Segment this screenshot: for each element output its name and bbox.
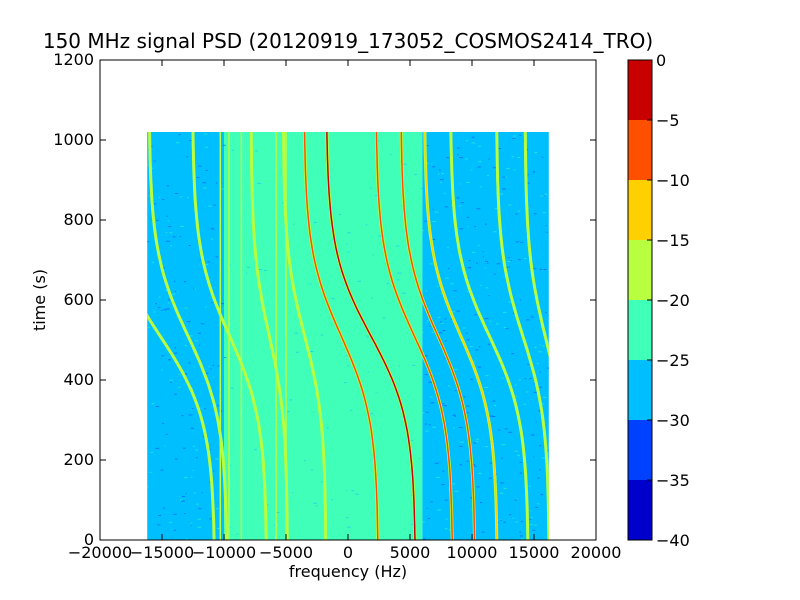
colorbar-bin-1 [628, 420, 652, 480]
y-axis: 0 200 400 600 800 1000 1200 [53, 50, 596, 549]
heatmap-image [147, 132, 549, 540]
signal-trace-5 [303, 132, 379, 540]
y-axis-label: time (s) [30, 269, 49, 331]
x-tick-label: 10000 [447, 543, 498, 562]
x-tick-label: 0 [343, 543, 353, 562]
signal-trace-7 [375, 132, 453, 540]
colorbar-tick-label: −25 [656, 351, 690, 370]
signal-trace-10 [450, 132, 529, 540]
colorbar-tick-label: −10 [656, 171, 690, 190]
colorbar-bin-5 [628, 180, 652, 240]
y-tick-label: 600 [63, 290, 94, 309]
colorbar-tick-label: −35 [656, 471, 690, 490]
y-tick-label: 800 [63, 210, 94, 229]
x-tick-label: −5000 [259, 543, 313, 562]
x-axis: −20000−15000−10000 −5000 0 5000 10000 15000 20… [68, 60, 622, 562]
colorbar-bin-7 [628, 60, 652, 120]
chart-title: 150 MHz signal PSD (20120919_173052_COSM… [43, 29, 653, 53]
signal-trace-2 [192, 132, 267, 540]
colorbar-tick-label: 0 [656, 51, 666, 70]
heatmap-region-1 [224, 132, 379, 540]
signal-trace-4 [282, 132, 327, 540]
x-tick-label: 15000 [509, 543, 560, 562]
colorbar-bin-2 [628, 360, 652, 420]
colorbar-bin-6 [628, 120, 652, 180]
colorbar-bin-0 [628, 480, 652, 540]
colorbar-tick-label: −30 [656, 411, 690, 430]
signal-trace-12 [524, 132, 549, 355]
signal-trace-8 [400, 132, 476, 540]
y-tick-label: 0 [84, 530, 94, 549]
y-tick-label: 400 [63, 370, 94, 389]
signal-trace-9 [424, 132, 498, 540]
y-tick-label: 200 [63, 450, 94, 469]
colorbar-bin-4 [628, 240, 652, 300]
x-tick-label: −10000 [192, 543, 256, 562]
colorbar-tick-label: −15 [656, 231, 690, 250]
heatmap-region-3 [422, 132, 549, 540]
x-tick-label: −20000 [68, 543, 132, 562]
x-tick-label: 20000 [571, 543, 622, 562]
colorbar: 0 −5 −10 −15 −20 −25 −30 −35 −40 [627, 51, 690, 550]
colorbar-tick-label: −20 [656, 291, 690, 310]
colorbar-tick-label: −40 [656, 531, 690, 550]
y-tick-label: 1000 [53, 130, 94, 149]
x-axis-label: frequency (Hz) [289, 562, 407, 581]
x-tick-label: 5000 [390, 543, 431, 562]
heatmap-noise [147, 133, 549, 540]
signal-trace-1 [148, 132, 228, 540]
colorbar-tick-label: −5 [656, 111, 680, 130]
signal-trace-6 [326, 132, 416, 540]
signal-trace-11 [496, 132, 549, 540]
x-tick-label: −15000 [130, 543, 194, 562]
signal-trace-3 [250, 132, 288, 540]
colorbar-bin-3 [628, 300, 652, 360]
signal-trace-0 [147, 314, 215, 540]
plot-area: −20000−15000−10000 −5000 0 5000 10000 15000 20… [53, 50, 621, 562]
y-tick-label: 1200 [53, 50, 94, 69]
